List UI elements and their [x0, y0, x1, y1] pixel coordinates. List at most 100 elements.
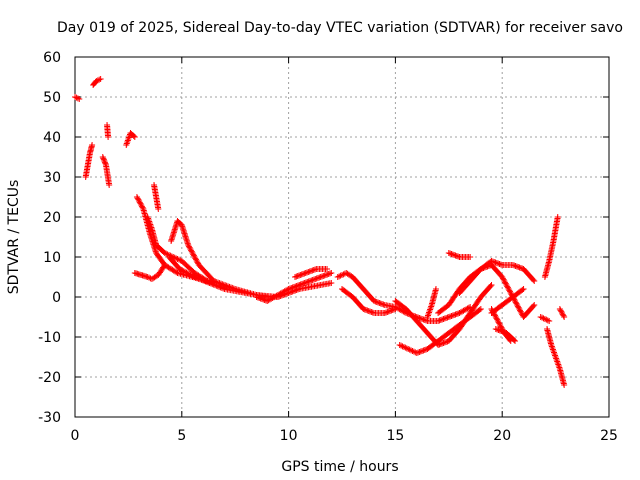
data-point — [561, 314, 568, 320]
series-arc-20 — [424, 286, 439, 320]
data-point — [507, 290, 514, 296]
data-point — [544, 317, 551, 324]
data-point — [183, 269, 190, 276]
x-axis-label: GPS time / hours — [281, 459, 398, 475]
data-point — [131, 134, 138, 140]
data-point — [105, 134, 112, 140]
data-point — [324, 266, 331, 272]
data-point — [101, 158, 108, 164]
data-point — [220, 285, 227, 292]
data-point — [492, 312, 499, 319]
data-point — [100, 155, 107, 162]
data-point — [520, 286, 527, 292]
data-point — [496, 320, 503, 327]
series-arc-14 — [274, 280, 335, 300]
data-point — [560, 312, 567, 319]
series-arc-29 — [544, 326, 568, 388]
data-point — [219, 281, 226, 288]
data-point — [130, 133, 137, 139]
data-point — [144, 274, 151, 280]
data-point — [206, 280, 213, 286]
data-point — [408, 347, 415, 354]
data-point — [94, 77, 101, 84]
data-point — [193, 256, 200, 263]
data-point — [502, 280, 509, 287]
x-tick-label: 10 — [280, 428, 298, 444]
series-arc-1 — [72, 94, 83, 102]
data-point — [178, 266, 185, 273]
data-point — [197, 276, 204, 283]
grid-layer — [75, 57, 609, 417]
y-tick-label: -10 — [38, 330, 61, 346]
data-point — [334, 274, 341, 280]
data-point — [96, 76, 103, 83]
data-point — [539, 314, 546, 321]
data-point — [188, 272, 195, 279]
data-point — [89, 142, 96, 148]
data-point — [506, 287, 513, 294]
data-point — [559, 311, 566, 318]
series-arc-30 — [556, 306, 568, 320]
data-point — [530, 276, 537, 283]
data-point — [561, 382, 568, 388]
data-point — [191, 254, 198, 260]
data-point — [467, 254, 474, 260]
data-point — [493, 315, 500, 322]
data-point — [336, 273, 343, 280]
data-point — [161, 250, 168, 256]
data-point — [537, 314, 544, 320]
data-point — [137, 200, 144, 207]
data-point — [340, 271, 347, 278]
data-point — [504, 283, 511, 290]
series-arc-4 — [99, 154, 113, 188]
data-point — [504, 284, 511, 291]
data-point — [487, 283, 494, 290]
data-point — [409, 348, 416, 354]
data-point — [499, 275, 506, 282]
data-point — [207, 280, 214, 287]
data-point — [185, 243, 192, 250]
data-point — [191, 274, 198, 280]
data-point — [517, 307, 523, 314]
data-point — [396, 342, 403, 348]
data-point — [337, 272, 344, 279]
data-point — [198, 276, 205, 283]
data-point — [554, 214, 561, 220]
series-arc-8 — [131, 262, 168, 282]
data-point — [398, 342, 405, 349]
data-point — [512, 338, 519, 344]
data-point — [501, 278, 508, 284]
data-point — [175, 256, 182, 263]
data-point — [195, 275, 202, 282]
series-arc-6 — [123, 130, 138, 148]
series-arc-5 — [104, 122, 112, 140]
data-point — [192, 255, 199, 262]
series-arc-15 — [292, 266, 331, 280]
data-point — [187, 246, 194, 252]
data-point — [210, 281, 217, 288]
data-point — [410, 348, 417, 355]
data-point — [518, 310, 525, 316]
data-point — [182, 268, 189, 275]
data-point — [134, 195, 141, 202]
data-point — [74, 95, 81, 102]
data-point — [186, 271, 193, 278]
series-arc-10 — [151, 182, 162, 212]
data-point — [505, 286, 512, 292]
y-tick-label: 50 — [43, 90, 61, 106]
data-point — [514, 302, 521, 308]
data-point — [76, 96, 83, 102]
data-point — [399, 343, 406, 350]
data-point — [406, 346, 413, 353]
data-point — [106, 182, 113, 188]
series-arc-22 — [445, 250, 474, 260]
data-point — [494, 318, 501, 324]
data-point — [176, 266, 183, 272]
data-point — [160, 263, 167, 270]
data-point — [202, 278, 209, 285]
series-arc-16 — [334, 270, 474, 324]
series-arc-28 — [541, 214, 561, 280]
data-point — [531, 278, 538, 284]
y-tick-label: 30 — [43, 170, 61, 186]
